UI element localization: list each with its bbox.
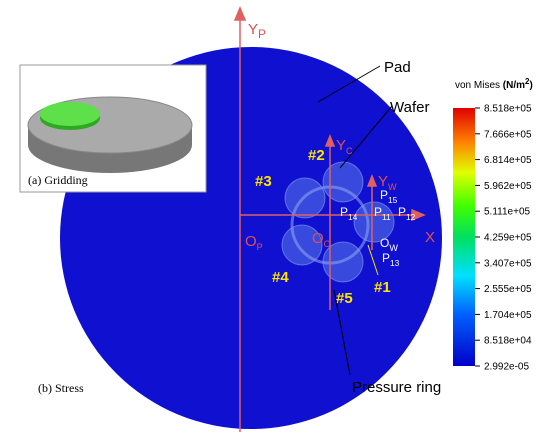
subscript-label: YW [378,173,397,192]
stress-caption: (b) Stress [38,381,84,395]
pad-label: Pad [384,59,411,76]
colorbar [453,108,475,366]
colorbar-tick-label: 5.111e+05 [484,207,531,218]
inset-caption: (a) Gridding [28,173,88,187]
subscript-label: P12 [398,205,416,222]
subscript-label: P13 [382,251,400,268]
colorbar-tick-label: 1.704e+05 [484,310,532,321]
subscript-label: OW [380,236,398,253]
pressure-ring-label: Pressure ring [352,379,441,396]
subscript-label: YP [248,21,266,41]
head-label: #2 [308,147,325,164]
head-label: #3 [255,173,272,190]
inset-model [27,96,193,173]
x-axis-label: X [425,229,435,246]
wafer-label: Wafer [390,99,429,116]
colorbar-tick-label: 4.259e+05 [484,233,532,244]
subscript-label: P11 [374,205,391,222]
head-label: #4 [272,269,289,286]
head-label: #1 [374,279,391,296]
colorbar-tick-label: 6.814e+05 [484,155,532,166]
colorbar-tick-label: 8.518e+05 [484,104,532,115]
axes [233,6,426,432]
subscript-label: OP [245,233,263,252]
leader-lines [317,65,393,376]
colorbar-title: von Mises (N/m2) [455,77,533,91]
colorbar-tick-label: 2.555e+05 [484,284,532,295]
subscript-label: YC [336,137,353,156]
head-label: #5 [336,290,353,307]
colorbar-tick-label: 5.962e+05 [484,181,532,192]
colorbar-tick-label: 3.407e+05 [484,258,532,269]
subscript-label: P14 [340,205,358,222]
colorbar-tick-label: 2.992e-05 [484,362,529,373]
subscript-label: P15 [380,188,398,205]
colorbar-tick-label: 7.666e+05 [484,129,532,140]
subscript-label: OC [312,230,331,249]
colorbar-tick-label: 8.518e+04 [484,336,532,347]
